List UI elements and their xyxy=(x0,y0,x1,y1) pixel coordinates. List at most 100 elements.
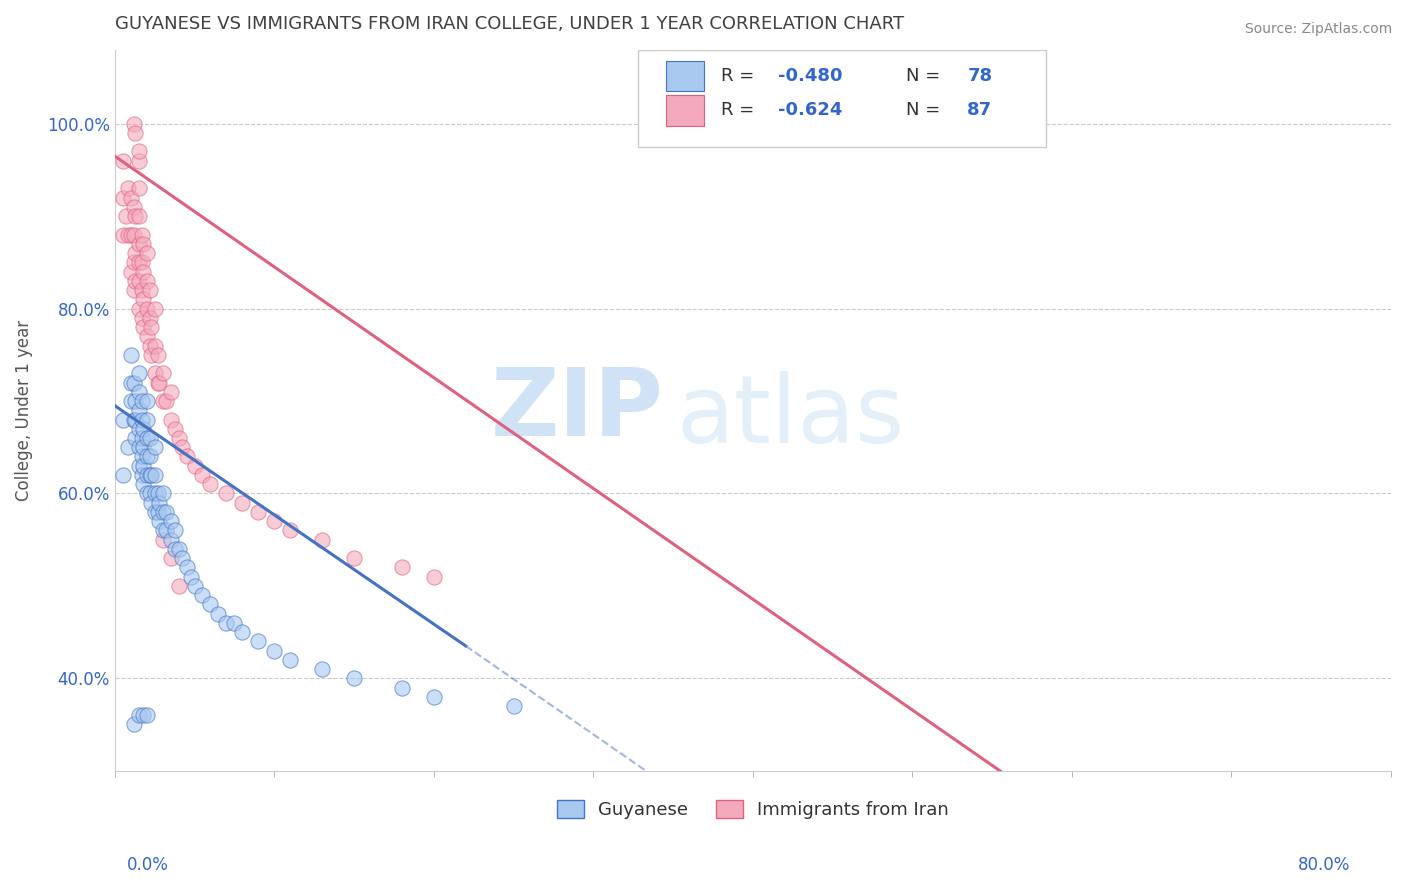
Point xyxy=(247,505,270,519)
Point xyxy=(128,255,150,269)
Text: R =: R = xyxy=(721,102,761,120)
Point xyxy=(131,412,153,426)
Point xyxy=(124,274,146,288)
Point xyxy=(141,320,163,334)
Text: N =: N = xyxy=(905,67,946,85)
Point xyxy=(391,560,413,574)
Point xyxy=(176,450,198,464)
Point xyxy=(146,486,169,500)
Point xyxy=(117,440,139,454)
Point xyxy=(124,394,146,409)
Text: GUYANESE VS IMMIGRANTS FROM IRAN COLLEGE, UNDER 1 YEAR CORRELATION CHART: GUYANESE VS IMMIGRANTS FROM IRAN COLLEGE… xyxy=(115,15,904,33)
Point xyxy=(143,486,166,500)
Text: 78: 78 xyxy=(967,67,993,85)
Point xyxy=(128,403,150,417)
Point xyxy=(122,255,145,269)
Point xyxy=(165,422,187,436)
Point xyxy=(122,227,145,242)
Point xyxy=(155,394,177,409)
Point xyxy=(263,643,285,657)
Point xyxy=(423,569,446,583)
Point xyxy=(146,505,169,519)
Text: -0.480: -0.480 xyxy=(779,67,844,85)
Point xyxy=(152,505,174,519)
Point xyxy=(183,458,205,473)
Point xyxy=(343,671,366,685)
Point xyxy=(224,615,246,630)
Point xyxy=(120,348,142,362)
FancyBboxPatch shape xyxy=(638,50,1046,147)
Point xyxy=(122,376,145,390)
Point xyxy=(128,440,150,454)
Point xyxy=(135,274,157,288)
Point xyxy=(311,533,333,547)
Point xyxy=(143,338,166,352)
Point xyxy=(132,708,155,723)
Point xyxy=(120,227,142,242)
Point xyxy=(117,181,139,195)
Point xyxy=(311,662,333,676)
Point xyxy=(128,384,150,399)
Point xyxy=(167,541,190,556)
Point xyxy=(159,551,181,566)
Point xyxy=(231,625,253,640)
Point xyxy=(143,366,166,380)
Point xyxy=(143,440,166,454)
Point xyxy=(139,310,162,325)
Point xyxy=(131,394,153,409)
Point xyxy=(183,579,205,593)
Point xyxy=(128,366,150,380)
Point xyxy=(120,265,142,279)
Point xyxy=(111,153,134,168)
Text: R =: R = xyxy=(721,67,761,85)
Point xyxy=(143,301,166,316)
Point xyxy=(115,209,138,223)
Point xyxy=(139,338,162,352)
Point xyxy=(191,467,214,482)
Point xyxy=(117,227,139,242)
Point xyxy=(152,524,174,538)
Point xyxy=(131,283,153,297)
Point xyxy=(191,588,214,602)
Point xyxy=(141,496,163,510)
Point xyxy=(502,698,524,713)
Point xyxy=(128,145,150,159)
Text: N =: N = xyxy=(905,102,946,120)
Point xyxy=(131,255,153,269)
Point xyxy=(143,467,166,482)
Point xyxy=(131,467,153,482)
Point xyxy=(278,653,301,667)
Point xyxy=(159,514,181,528)
Point xyxy=(135,412,157,426)
Point xyxy=(131,450,153,464)
Point xyxy=(128,274,150,288)
Point xyxy=(120,376,142,390)
Point xyxy=(278,524,301,538)
Point xyxy=(141,467,163,482)
Point xyxy=(247,634,270,648)
Point xyxy=(139,450,162,464)
Point xyxy=(139,486,162,500)
Point xyxy=(128,209,150,223)
Point xyxy=(128,301,150,316)
Point xyxy=(152,533,174,547)
Point xyxy=(152,394,174,409)
Text: -0.624: -0.624 xyxy=(779,102,842,120)
Point xyxy=(135,450,157,464)
Point xyxy=(128,236,150,251)
Point xyxy=(176,560,198,574)
Point xyxy=(122,283,145,297)
Point xyxy=(152,486,174,500)
Point xyxy=(131,310,153,325)
Point xyxy=(128,422,150,436)
Point xyxy=(132,422,155,436)
Point xyxy=(124,209,146,223)
Point xyxy=(111,191,134,205)
Point xyxy=(111,227,134,242)
Point xyxy=(120,394,142,409)
Point xyxy=(122,717,145,731)
Point xyxy=(132,293,155,307)
FancyBboxPatch shape xyxy=(666,61,704,91)
Point xyxy=(167,431,190,445)
Point xyxy=(343,551,366,566)
